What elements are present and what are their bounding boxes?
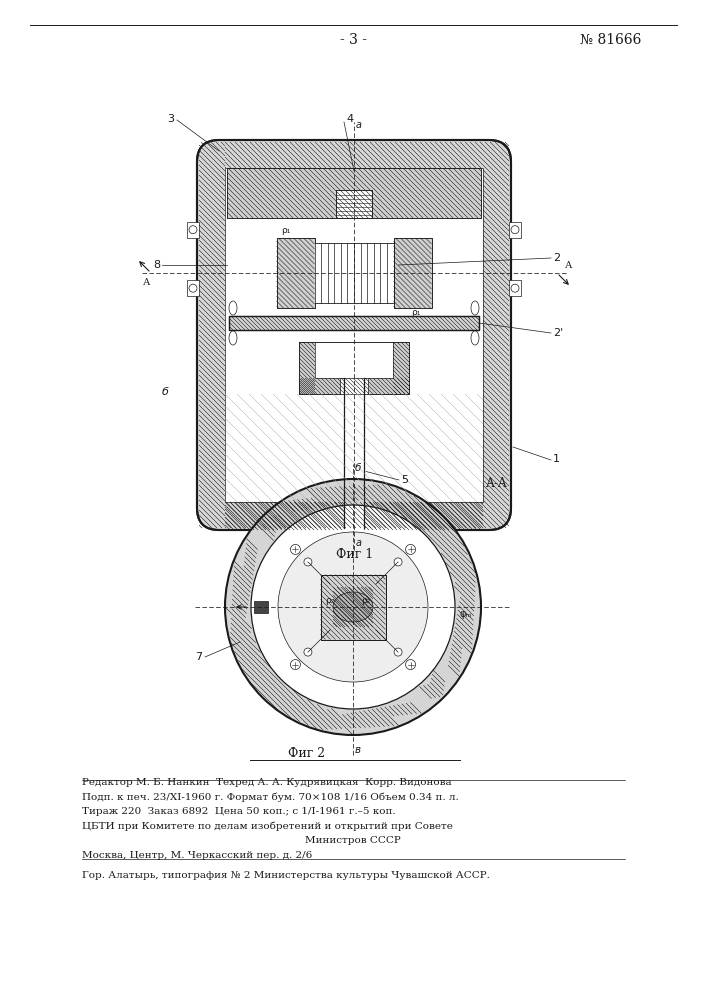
Bar xyxy=(276,238,315,308)
Bar xyxy=(394,238,431,308)
Text: Министров СССР: Министров СССР xyxy=(305,836,401,845)
Text: 7: 7 xyxy=(195,652,202,662)
Bar xyxy=(509,280,521,296)
Text: Фиг 1: Фиг 1 xyxy=(336,548,373,561)
Bar xyxy=(187,222,199,238)
Circle shape xyxy=(394,648,402,656)
Text: Редактор М. Б. Нанкин  Техред А. А. Кудрявицкая  Корр. Видонова: Редактор М. Б. Нанкин Техред А. А. Кудря… xyxy=(82,778,452,787)
Bar xyxy=(336,190,372,218)
Circle shape xyxy=(304,648,312,656)
Text: ρ₂: ρ₂ xyxy=(325,596,334,605)
Text: ρ₁: ρ₁ xyxy=(281,226,291,235)
Text: a: a xyxy=(356,120,362,130)
Circle shape xyxy=(278,532,428,682)
FancyBboxPatch shape xyxy=(197,140,511,530)
Text: 2': 2' xyxy=(553,328,563,338)
Bar xyxy=(394,238,431,308)
Text: ρ₁: ρ₁ xyxy=(411,308,421,317)
Text: А: А xyxy=(143,278,151,287)
Bar xyxy=(315,342,393,378)
Bar xyxy=(254,601,268,613)
Ellipse shape xyxy=(229,301,237,315)
Text: Фиг 2: Фиг 2 xyxy=(288,747,325,760)
Circle shape xyxy=(291,544,300,554)
Circle shape xyxy=(225,479,481,735)
Text: - 3 -: - 3 - xyxy=(339,33,366,47)
Text: ρ₂: ρ₂ xyxy=(361,596,370,605)
Bar xyxy=(187,280,199,296)
Bar xyxy=(229,316,479,330)
Bar xyxy=(320,574,385,640)
Text: 5: 5 xyxy=(401,475,408,485)
Text: 8: 8 xyxy=(153,260,160,270)
Ellipse shape xyxy=(471,331,479,345)
Bar xyxy=(344,378,364,530)
Circle shape xyxy=(304,558,312,566)
Text: ЦБТИ при Комитете по делам изобретений и открытий при Совете: ЦБТИ при Комитете по делам изобретений и… xyxy=(82,822,453,831)
Text: № 81666: № 81666 xyxy=(580,33,641,47)
Bar xyxy=(276,238,315,308)
Text: Москва, Центр, М. Черкасский пер. д. 2/6: Москва, Центр, М. Черкасский пер. д. 2/6 xyxy=(82,850,312,859)
Text: φₘ: φₘ xyxy=(460,609,472,619)
Text: в: в xyxy=(355,745,361,755)
Ellipse shape xyxy=(471,301,479,315)
Bar xyxy=(509,222,521,238)
Text: А-А: А-А xyxy=(486,477,508,490)
Bar xyxy=(225,168,483,502)
Text: 2: 2 xyxy=(553,253,560,263)
Bar xyxy=(229,316,479,330)
Circle shape xyxy=(291,660,300,670)
Circle shape xyxy=(394,558,402,566)
Circle shape xyxy=(251,505,455,709)
Bar xyxy=(320,574,385,640)
Bar xyxy=(299,342,409,394)
Circle shape xyxy=(189,226,197,234)
Circle shape xyxy=(189,284,197,292)
Ellipse shape xyxy=(229,331,237,345)
Circle shape xyxy=(511,284,519,292)
Text: Гор. Алатырь, типография № 2 Министерства культуры Чувашской АССР.: Гор. Алатырь, типография № 2 Министерств… xyxy=(82,871,490,880)
Text: 1: 1 xyxy=(553,454,560,464)
Bar xyxy=(340,378,368,394)
Text: А: А xyxy=(565,261,573,270)
Bar xyxy=(315,342,393,378)
Bar xyxy=(227,168,481,218)
Circle shape xyxy=(406,660,416,670)
Bar xyxy=(320,574,385,640)
Bar xyxy=(225,168,483,502)
Circle shape xyxy=(406,544,416,554)
Text: 4: 4 xyxy=(346,114,353,124)
Bar xyxy=(227,168,481,218)
Text: б: б xyxy=(355,463,361,473)
Text: Подп. к печ. 23/XI-1960 г. Формат бум. 70×108 1/16 Объем 0.34 п. л.: Подп. к печ. 23/XI-1960 г. Формат бум. 7… xyxy=(82,792,459,802)
Bar xyxy=(315,243,394,303)
Ellipse shape xyxy=(333,592,373,622)
Text: Тираж 220  Заказ 6892  Цена 50 коп.; с 1/I-1961 г.–5 коп.: Тираж 220 Заказ 6892 Цена 50 коп.; с 1/I… xyxy=(82,807,396,816)
Text: б: б xyxy=(162,387,169,397)
Circle shape xyxy=(511,226,519,234)
Text: 3: 3 xyxy=(167,114,174,124)
Text: a: a xyxy=(356,538,362,548)
Bar xyxy=(299,342,409,394)
Bar xyxy=(336,190,372,218)
